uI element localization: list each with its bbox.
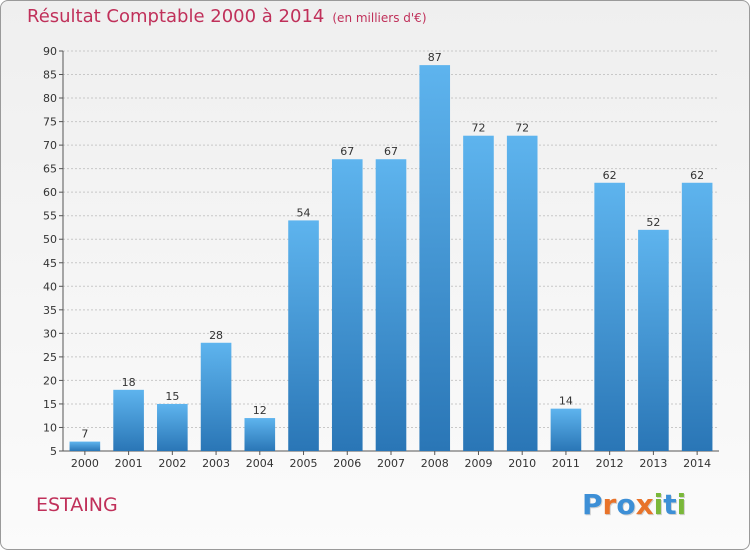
bar-2009 bbox=[463, 135, 494, 452]
bar-2013 bbox=[638, 229, 669, 451]
data-label-2010: 72 bbox=[515, 122, 529, 135]
bar-2004 bbox=[244, 418, 276, 451]
bar-2010 bbox=[506, 135, 538, 452]
y-tick-label-20: 20 bbox=[43, 374, 57, 387]
bar-2005 bbox=[288, 220, 319, 451]
data-label-2002: 15 bbox=[165, 390, 179, 403]
y-tick-label-65: 65 bbox=[43, 163, 57, 176]
bar-2002 bbox=[157, 403, 188, 451]
x-tick-label-2008: 2008 bbox=[421, 457, 449, 470]
logo-letter-0: P bbox=[582, 488, 603, 521]
x-tick-label-2003: 2003 bbox=[202, 457, 230, 470]
logo-letter-2: o bbox=[616, 488, 636, 521]
x-tick-label-2009: 2009 bbox=[464, 457, 492, 470]
x-tick-label-2011: 2011 bbox=[552, 457, 580, 470]
logo-letter-3: x bbox=[635, 488, 654, 521]
proxiti-logo: Proxiti bbox=[582, 488, 686, 521]
x-tick-label-2012: 2012 bbox=[596, 457, 624, 470]
y-tick-label-40: 40 bbox=[43, 280, 57, 293]
data-label-2006: 67 bbox=[340, 145, 354, 158]
logo-letter-4: i bbox=[653, 488, 664, 521]
x-tick-label-2010: 2010 bbox=[508, 457, 536, 470]
y-tick-label-50: 50 bbox=[43, 233, 57, 246]
data-label-2008: 87 bbox=[428, 51, 442, 64]
data-label-2003: 28 bbox=[209, 329, 223, 342]
y-tick-label-25: 25 bbox=[43, 351, 57, 364]
data-label-2012: 62 bbox=[603, 169, 617, 182]
y-tick-label-30: 30 bbox=[43, 327, 57, 340]
data-label-2000: 7 bbox=[81, 428, 88, 441]
y-tick-label-70: 70 bbox=[43, 139, 57, 152]
data-label-2011: 14 bbox=[559, 395, 573, 408]
bar-2014 bbox=[681, 182, 713, 451]
bar-2011 bbox=[550, 408, 582, 451]
bar-2006 bbox=[331, 159, 363, 451]
data-label-2004: 12 bbox=[253, 404, 267, 417]
x-tick-label-2000: 2000 bbox=[71, 457, 99, 470]
x-tick-label-2013: 2013 bbox=[639, 457, 667, 470]
data-label-2009: 72 bbox=[471, 122, 485, 135]
data-label-2007: 67 bbox=[384, 145, 398, 158]
logo-letter-6: i bbox=[676, 488, 687, 521]
x-tick-label-2001: 2001 bbox=[115, 457, 143, 470]
x-tick-label-2014: 2014 bbox=[683, 457, 711, 470]
logo-letter-1: r bbox=[602, 488, 617, 521]
bar-2008 bbox=[419, 65, 451, 451]
bar-2003 bbox=[200, 342, 232, 451]
y-tick-label-10: 10 bbox=[43, 421, 57, 434]
y-tick-label-75: 75 bbox=[43, 116, 57, 129]
bar-2012 bbox=[594, 182, 625, 451]
x-tick-label-2005: 2005 bbox=[290, 457, 318, 470]
chart-subtitle: (en milliers d'€) bbox=[332, 11, 427, 25]
y-tick-label-15: 15 bbox=[43, 398, 57, 411]
data-label-2001: 18 bbox=[122, 376, 136, 389]
data-label-2014: 62 bbox=[690, 169, 704, 182]
x-tick-label-2006: 2006 bbox=[333, 457, 361, 470]
bar-2001 bbox=[113, 389, 144, 451]
y-tick-label-80: 80 bbox=[43, 92, 57, 105]
bar-2000 bbox=[69, 441, 101, 451]
y-tick-label-55: 55 bbox=[43, 210, 57, 223]
data-label-2005: 54 bbox=[297, 206, 311, 219]
logo-letter-5: t bbox=[663, 488, 677, 521]
bar-2007 bbox=[375, 159, 407, 451]
x-tick-label-2002: 2002 bbox=[158, 457, 186, 470]
chart-title: Résultat Comptable 2000 à 2014 (en millie… bbox=[27, 6, 427, 27]
y-tick-label-90: 90 bbox=[43, 45, 57, 58]
x-tick-label-2007: 2007 bbox=[377, 457, 405, 470]
y-tick-label-45: 45 bbox=[43, 257, 57, 270]
y-tick-label-60: 60 bbox=[43, 186, 57, 199]
data-label-2013: 52 bbox=[646, 216, 660, 229]
y-tick-label-85: 85 bbox=[43, 69, 57, 82]
x-tick-label-2004: 2004 bbox=[246, 457, 274, 470]
chart-title-text: Résultat Comptable 2000 à 2014 bbox=[27, 6, 325, 27]
y-tick-label-5: 5 bbox=[50, 445, 57, 458]
commune-name: ESTAING bbox=[36, 494, 118, 516]
y-tick-label-35: 35 bbox=[43, 304, 57, 317]
